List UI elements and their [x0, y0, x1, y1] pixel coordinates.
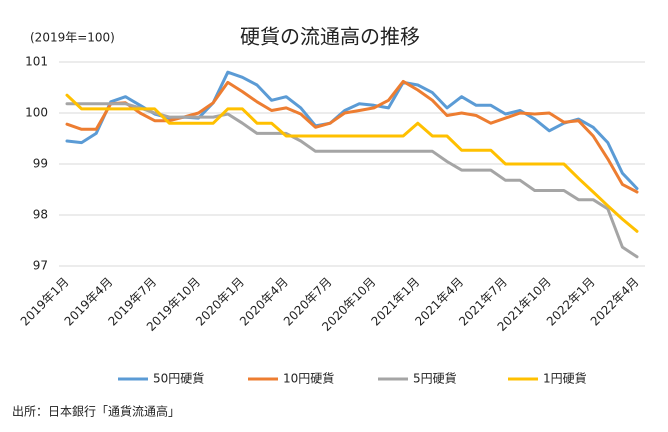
legend-label: 50円硬貨	[153, 371, 204, 386]
y-tick-label: 101	[25, 55, 48, 69]
subtitle: (2019年=100)	[30, 31, 115, 45]
y-tick-label: 100	[25, 106, 48, 120]
series-line	[65, 102, 639, 259]
legend-label: 1円硬貨	[543, 371, 587, 386]
y-tick-label: 97	[33, 259, 48, 273]
series-line	[65, 93, 639, 233]
chart-title: 硬貨の流通高の推移	[240, 25, 420, 49]
series-line	[65, 79, 639, 194]
y-tick-label: 98	[33, 208, 48, 222]
source: 出所：日本銀行「通貨流通高」	[12, 404, 180, 419]
y-tick-label: 99	[33, 157, 48, 171]
series-line	[65, 70, 639, 190]
legend-label: 5円硬貨	[413, 371, 457, 386]
legend-label: 10円硬貨	[283, 371, 334, 386]
